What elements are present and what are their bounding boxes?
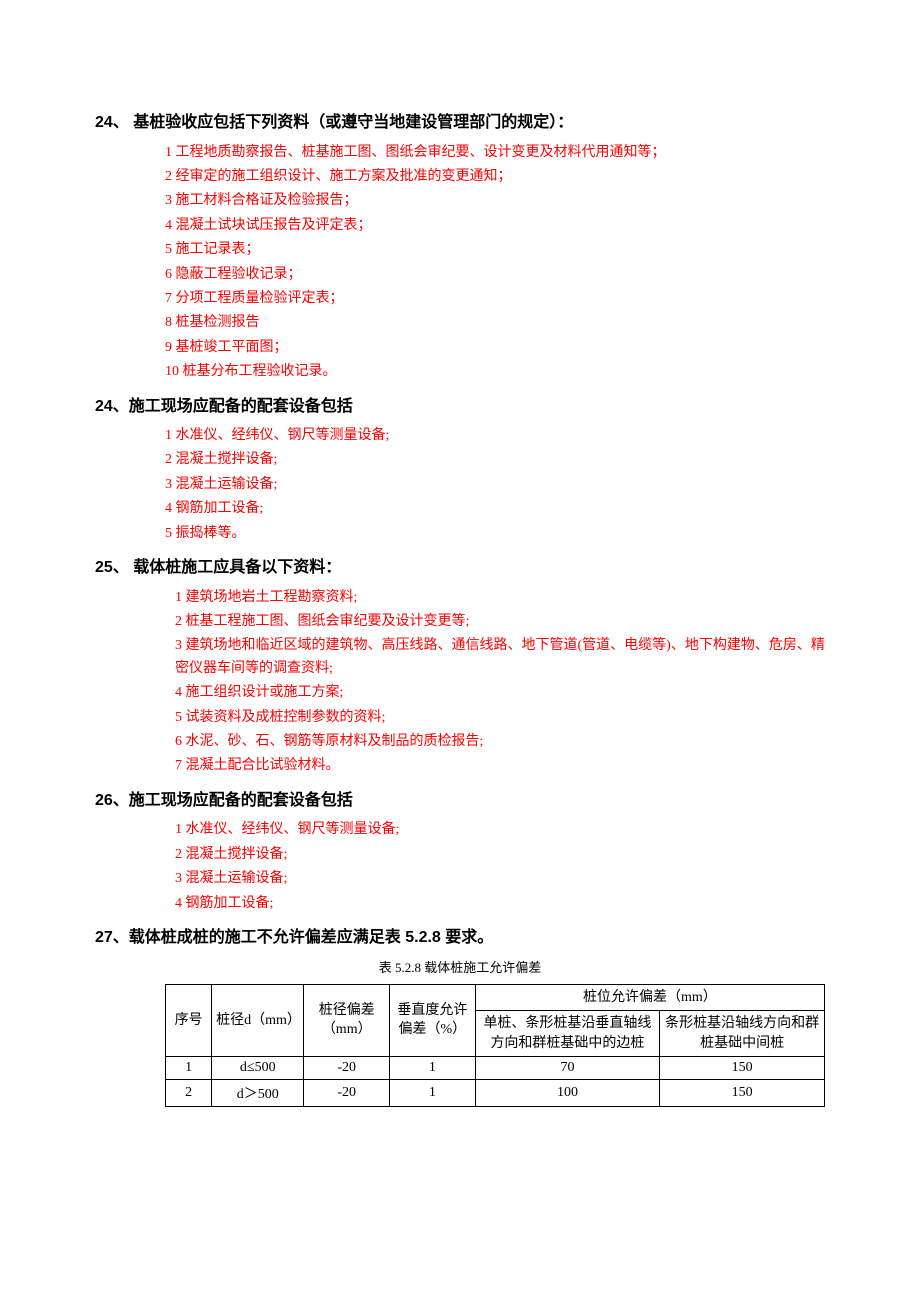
list-item: 4 施工组织设计或施工方案;: [175, 682, 825, 704]
cell-diam-dev: -20: [304, 1057, 390, 1080]
list-item: 5 施工记录表；: [165, 239, 825, 261]
list-item: 10 桩基分布工程验收记录。: [165, 361, 825, 383]
table-caption: 表 5.2.8 载体桩施工允许偏差: [95, 957, 825, 976]
list-item: 2 混凝土搅拌设备;: [175, 844, 825, 866]
section-title: 25、 载体桩施工应具备以下资料：: [95, 555, 825, 581]
list-item: 2 桩基工程施工图、图纸会审纪要及设计变更等;: [175, 611, 825, 633]
list-item: 5 振捣棒等。: [165, 523, 825, 545]
item-list: 1 建筑场地岩土工程勘察资料; 2 桩基工程施工图、图纸会审纪要及设计变更等; …: [175, 587, 825, 778]
header-diameter: 桩径d（mm）: [212, 984, 304, 1057]
cell-vert-dev: 1: [390, 1080, 476, 1107]
section-title: 24、施工现场应配备的配套设备包括: [95, 394, 825, 420]
section-block: 24、 基桩验收应包括下列资料（或遵守当地建设管理部门的规定）： 1 工程地质勘…: [95, 110, 825, 384]
list-item: 7 混凝土配合比试验材料。: [175, 755, 825, 777]
header-pos2: 条形桩基沿轴线方向和群桩基础中间桩: [660, 1011, 825, 1057]
header-vert-dev: 垂直度允许偏差（%）: [390, 984, 476, 1057]
table-row: 1 d≤500 -20 1 70 150: [166, 1057, 825, 1080]
list-item: 1 水准仪、经纬仪、钢尺等测量设备;: [165, 425, 825, 447]
cell-pos1: 100: [475, 1080, 660, 1107]
list-item: 5 试装资料及成桩控制参数的资料;: [175, 707, 825, 729]
section-block: 25、 载体桩施工应具备以下资料： 1 建筑场地岩土工程勘察资料; 2 桩基工程…: [95, 555, 825, 778]
list-item: 4 钢筋加工设备;: [165, 498, 825, 520]
header-seq: 序号: [166, 984, 212, 1057]
list-item: 1 工程地质勘察报告、桩基施工图、图纸会审纪要、设计变更及材料代用通知等；: [165, 142, 825, 164]
cell-diameter: d＞500: [212, 1080, 304, 1107]
section-title: 27、载体桩成桩的施工不允许偏差应满足表 5.2.8 要求。: [95, 925, 825, 951]
cell-seq: 2: [166, 1080, 212, 1107]
list-item: 3 混凝土运输设备;: [175, 868, 825, 890]
cell-pos1: 70: [475, 1057, 660, 1080]
list-item: 6 水泥、砂、石、钢筋等原材料及制品的质检报告;: [175, 731, 825, 753]
cell-pos2: 150: [660, 1080, 825, 1107]
deviation-table: 序号 桩径d（mm） 桩径偏差（mm） 垂直度允许偏差（%） 桩位允许偏差（mm…: [165, 984, 825, 1108]
table-row: 2 d＞500 -20 1 100 150: [166, 1080, 825, 1107]
list-item: 3 混凝土运输设备;: [165, 474, 825, 496]
header-pos-group: 桩位允许偏差（mm）: [475, 984, 824, 1011]
list-item: 4 混凝土试块试压报告及评定表；: [165, 215, 825, 237]
list-item: 6 隐蔽工程验收记录；: [165, 264, 825, 286]
cell-diam-dev: -20: [304, 1080, 390, 1107]
list-item: 2 经审定的施工组织设计、施工方案及批准的变更通知；: [165, 166, 825, 188]
section-title: 24、 基桩验收应包括下列资料（或遵守当地建设管理部门的规定）：: [95, 110, 825, 136]
cell-vert-dev: 1: [390, 1057, 476, 1080]
list-item: 3 建筑场地和临近区域的建筑物、高压线路、通信线路、地下管道(管道、电缆等)、地…: [175, 635, 825, 680]
section-block: 26、施工现场应配备的配套设备包括 1 水准仪、经纬仪、钢尺等测量设备; 2 混…: [95, 788, 825, 915]
cell-seq: 1: [166, 1057, 212, 1080]
section-block: 27、载体桩成桩的施工不允许偏差应满足表 5.2.8 要求。 表 5.2.8 载…: [95, 925, 825, 1107]
cell-pos2: 150: [660, 1057, 825, 1080]
list-item: 4 钢筋加工设备;: [175, 893, 825, 915]
table-header-row: 序号 桩径d（mm） 桩径偏差（mm） 垂直度允许偏差（%） 桩位允许偏差（mm…: [166, 984, 825, 1011]
list-item: 9 基桩竣工平面图；: [165, 337, 825, 359]
section-block: 24、施工现场应配备的配套设备包括 1 水准仪、经纬仪、钢尺等测量设备; 2 混…: [95, 394, 825, 546]
section-title: 26、施工现场应配备的配套设备包括: [95, 788, 825, 814]
list-item: 7 分项工程质量检验评定表；: [165, 288, 825, 310]
list-item: 1 建筑场地岩土工程勘察资料;: [175, 587, 825, 609]
item-list: 1 工程地质勘察报告、桩基施工图、图纸会审纪要、设计变更及材料代用通知等； 2 …: [165, 142, 825, 384]
list-item: 1 水准仪、经纬仪、钢尺等测量设备;: [175, 819, 825, 841]
item-list: 1 水准仪、经纬仪、钢尺等测量设备; 2 混凝土搅拌设备; 3 混凝土运输设备;…: [165, 425, 825, 545]
list-item: 8 桩基检测报告: [165, 312, 825, 334]
cell-diameter: d≤500: [212, 1057, 304, 1080]
item-list: 1 水准仪、经纬仪、钢尺等测量设备; 2 混凝土搅拌设备; 3 混凝土运输设备;…: [175, 819, 825, 915]
list-item: 2 混凝土搅拌设备;: [165, 449, 825, 471]
header-pos1: 单桩、条形桩基沿垂直轴线方向和群桩基础中的边桩: [475, 1011, 660, 1057]
list-item: 3 施工材料合格证及检验报告；: [165, 190, 825, 212]
header-diam-dev: 桩径偏差（mm）: [304, 984, 390, 1057]
